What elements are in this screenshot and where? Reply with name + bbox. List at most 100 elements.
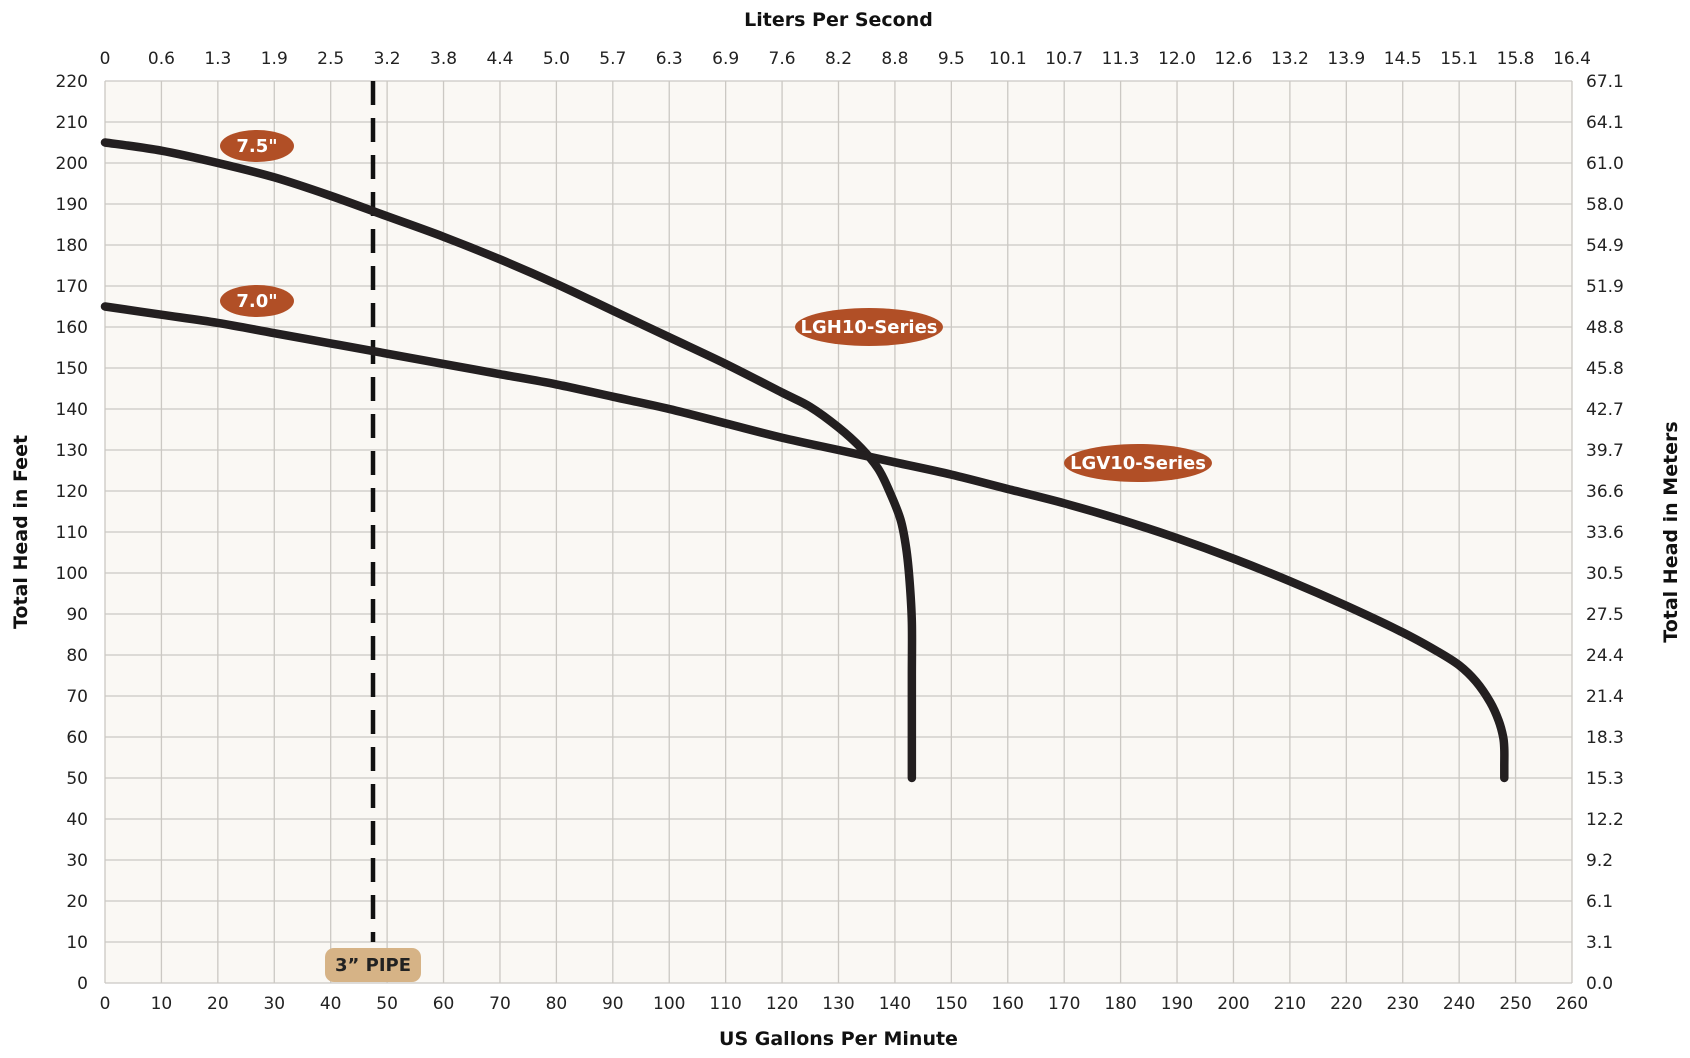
x-tick-label: 80 [546, 994, 568, 1014]
x2-tick-label: 13.2 [1271, 49, 1309, 69]
x-tick-label: 30 [263, 994, 285, 1014]
y2-tick-label: 67.1 [1586, 72, 1624, 92]
y2-axis-title: Total Head in Meters [1660, 421, 1682, 642]
x-tick-label: 40 [320, 994, 342, 1014]
impeller-label-7-0: 7.0" [236, 291, 277, 312]
impeller-label-7-5: 7.5" [236, 136, 277, 157]
y-tick-label: 90 [66, 605, 88, 625]
x2-tick-label: 5.7 [599, 49, 626, 69]
y2-tick-label: 3.1 [1586, 933, 1613, 953]
series-line-lgh10-series [100, 138, 917, 783]
y-tick-label: 70 [66, 687, 88, 707]
y2-tick-label: 30.5 [1586, 564, 1624, 584]
y-tick-label: 100 [56, 564, 88, 584]
y-tick-label: 130 [56, 441, 88, 461]
x2-tick-label: 8.2 [825, 49, 852, 69]
x-tick-label: 230 [1387, 994, 1419, 1014]
series-labels: 3” PIPE 7.5" 7.0" LGH10-Series LGV10-Series [220, 130, 1212, 982]
x2-tick-label: 12.6 [1215, 49, 1253, 69]
x-tick-label: 180 [1104, 994, 1136, 1014]
x-tick-labels: 0 10 20 30 40 50 60 70 80 90 100 110 120 130 140 150 160… [100, 994, 1589, 1014]
y-tick-label: 40 [66, 810, 88, 830]
x-tick-label: 140 [879, 994, 911, 1014]
y2-tick-label: 33.6 [1586, 523, 1624, 543]
x2-tick-label: 10.1 [989, 49, 1027, 69]
x-tick-label: 260 [1556, 994, 1588, 1014]
x-tick-label: 100 [653, 994, 685, 1014]
y-tick-label: 140 [56, 400, 88, 420]
y2-tick-label: 54.9 [1586, 236, 1624, 256]
y-tick-label: 30 [66, 851, 88, 871]
y-tick-label: 150 [56, 359, 88, 379]
y2-tick-label: 64.1 [1586, 113, 1624, 133]
impeller-label-7-5-pill [220, 130, 294, 162]
y2-tick-label: 18.3 [1586, 728, 1624, 748]
x-tick-label: 0 [100, 994, 111, 1014]
x2-axis-title: Liters Per Second [744, 9, 933, 31]
x-tick-label: 200 [1217, 994, 1249, 1014]
y2-tick-label: 15.3 [1586, 769, 1624, 789]
series-label-lgv10: LGV10-Series [1070, 453, 1206, 474]
x-tick-label: 170 [1048, 994, 1080, 1014]
y-tick-labels: 0 10 20 30 40 50 60 70 80 90 100 110 120 130 140 150 160… [56, 72, 88, 994]
x-tick-label: 190 [1161, 994, 1193, 1014]
x2-tick-label: 10.7 [1045, 49, 1083, 69]
x-tick-label: 130 [822, 994, 854, 1014]
x-axis-title: US Gallons Per Minute [719, 1028, 958, 1050]
y2-tick-label: 0.0 [1586, 974, 1613, 994]
y-tick-label: 0 [77, 974, 88, 994]
x-tick-label: 250 [1499, 994, 1531, 1014]
y-tick-label: 60 [66, 728, 88, 748]
x2-tick-label: 5.0 [543, 49, 570, 69]
x-tick-label: 60 [433, 994, 455, 1014]
y-tick-label: 200 [56, 154, 88, 174]
y2-tick-label: 42.7 [1586, 400, 1624, 420]
y2-tick-labels: 0.0 3.1 6.1 9.2 12.2 15.3 18.3 21.4 24.4 27.5 30.5… [1586, 72, 1624, 994]
x2-tick-label: 6.3 [656, 49, 683, 69]
y2-tick-label: 61.0 [1586, 154, 1624, 174]
y2-tick-label: 48.8 [1586, 318, 1624, 338]
y2-tick-label: 6.1 [1586, 892, 1613, 912]
y2-tick-label: 51.9 [1586, 277, 1624, 297]
x2-tick-label: 2.5 [317, 49, 344, 69]
y2-tick-label: 58.0 [1586, 195, 1624, 215]
series-label-lgv10-pill [1064, 444, 1212, 482]
y2-tick-label: 45.8 [1586, 359, 1624, 379]
x2-tick-label: 3.8 [430, 49, 457, 69]
x2-tick-label: 4.4 [486, 49, 513, 69]
y-tick-label: 20 [66, 892, 88, 912]
x2-tick-label: 1.9 [261, 49, 288, 69]
x-tick-label: 150 [935, 994, 967, 1014]
y-tick-label: 210 [56, 113, 88, 133]
x-tick-label: 160 [992, 994, 1024, 1014]
y-tick-label: 120 [56, 482, 88, 502]
x2-tick-labels: 0 0.6 1.3 1.9 2.5 3.2 3.8 4.4 5.0 5.7 6.3 6.9 7.6 8.2… [100, 49, 1591, 69]
x2-tick-label: 7.6 [769, 49, 796, 69]
y-tick-label: 190 [56, 195, 88, 215]
x-tick-label: 120 [766, 994, 798, 1014]
x2-tick-label: 9.5 [938, 49, 965, 69]
pipe-label-tag [325, 948, 422, 982]
y2-tick-label: 36.6 [1586, 482, 1624, 502]
grid [104, 80, 1573, 984]
x2-tick-label: 1.3 [204, 49, 231, 69]
y-tick-label: 170 [56, 277, 88, 297]
y2-tick-label: 21.4 [1586, 687, 1624, 707]
x2-tick-label: 0.6 [148, 49, 175, 69]
y2-tick-label: 9.2 [1586, 851, 1613, 871]
y-tick-label: 110 [56, 523, 88, 543]
x-tick-label: 90 [602, 994, 624, 1014]
x-tick-label: 10 [151, 994, 173, 1014]
y-tick-label: 50 [66, 769, 88, 789]
x2-tick-label: 14.5 [1384, 49, 1422, 69]
y2-tick-label: 12.2 [1586, 810, 1624, 830]
x2-tick-label: 12.0 [1158, 49, 1196, 69]
x2-tick-label: 15.8 [1497, 49, 1535, 69]
x-tick-label: 110 [709, 994, 741, 1014]
x2-tick-label: 15.1 [1440, 49, 1478, 69]
x-tick-label: 210 [1274, 994, 1306, 1014]
y-tick-label: 180 [56, 236, 88, 256]
series [100, 138, 1509, 783]
